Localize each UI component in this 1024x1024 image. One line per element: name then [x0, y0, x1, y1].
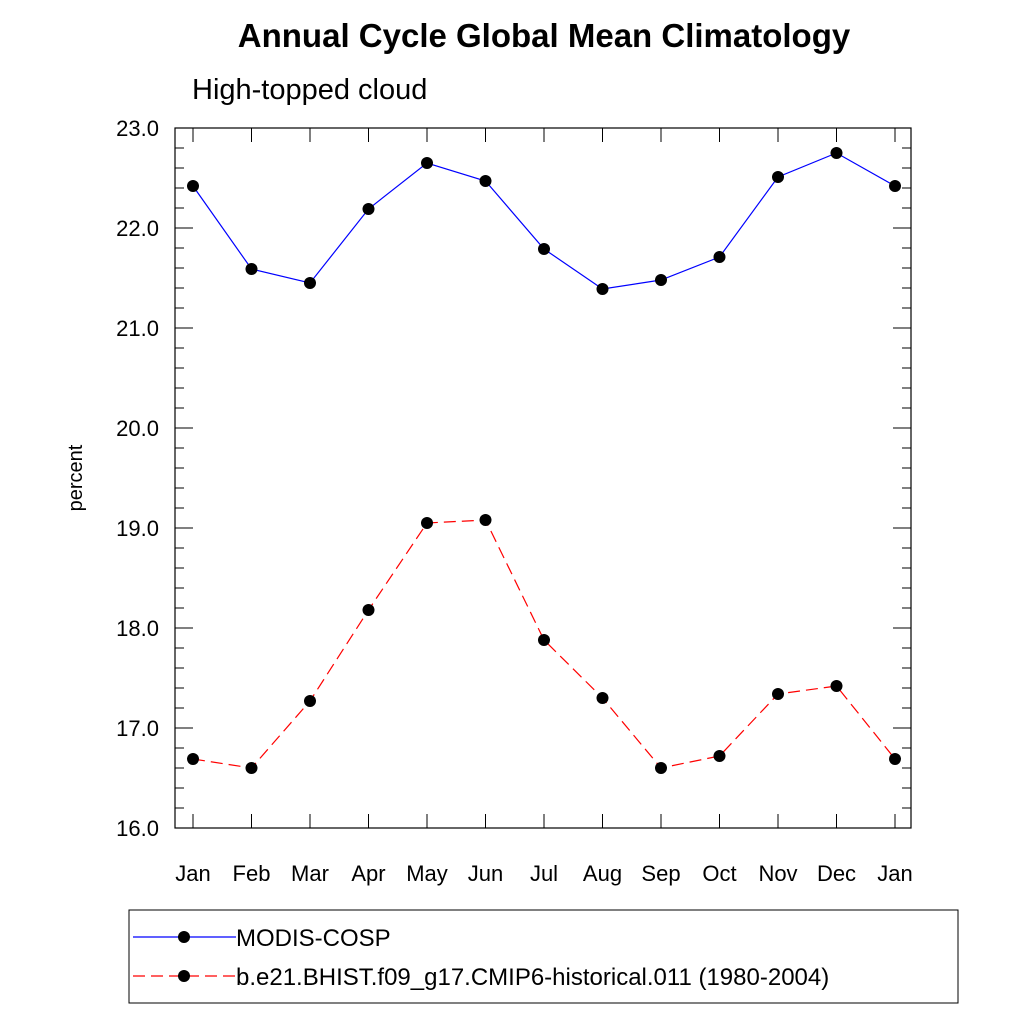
y-tick-label: 23.0	[116, 116, 159, 141]
data-point	[772, 171, 784, 183]
data-point	[713, 251, 726, 263]
y-tick-label: 20.0	[116, 416, 159, 441]
x-tick-label: Aug	[583, 861, 622, 886]
axis-ticks	[175, 127, 911, 829]
chart-subtitle: High-topped cloud	[192, 74, 427, 106]
y-tick-label: 16.0	[116, 816, 159, 841]
legend-entry-1: MODIS-COSP	[133, 925, 391, 952]
y-tick-label: 19.0	[116, 516, 159, 541]
legend: MODIS-COSP b.e21.BHIST.f09_g17.CMIP6-hist…	[128, 909, 959, 1004]
data-point	[362, 203, 375, 215]
x-tick-label: Apr	[351, 861, 385, 886]
legend-entries: MODIS-COSP b.e21.BHIST.f09_g17.CMIP6-hist…	[133, 925, 829, 991]
series-2	[187, 514, 901, 774]
x-tick-label: Jun	[468, 861, 503, 886]
y-tick-label: 17.0	[116, 716, 159, 741]
data-point	[421, 157, 433, 169]
y-tick-label: 22.0	[116, 216, 159, 241]
data-point	[538, 243, 550, 255]
x-tick-label: Jul	[530, 861, 558, 886]
data-point	[362, 604, 375, 616]
x-tick-label: Nov	[758, 861, 797, 886]
data-point	[187, 753, 199, 765]
data-point	[889, 753, 901, 765]
y-axis-label: percent	[65, 444, 87, 511]
data-point	[830, 680, 843, 692]
data-point	[479, 175, 492, 187]
data-point	[304, 277, 316, 289]
data-point	[772, 688, 784, 700]
chart-title: Annual Cycle Global Mean Climatology	[238, 17, 851, 54]
data-point	[655, 762, 667, 774]
x-tick-label: Oct	[702, 861, 736, 886]
x-tick-label: Dec	[817, 861, 856, 886]
data-point	[713, 750, 726, 762]
data-point	[596, 692, 609, 704]
data-point	[245, 762, 258, 774]
data-point	[596, 283, 609, 295]
legend-box	[128, 909, 959, 1004]
legend-entry-2: b.e21.BHIST.f09_g17.CMIP6-historical.011…	[133, 964, 829, 991]
legend-label: MODIS-COSP	[236, 925, 391, 952]
x-tick-label: Jan	[877, 861, 912, 886]
axis-tick-labels: Jan Feb Mar Apr May Jun Jul Aug Sep Oct Nov Dec Jan 1…	[116, 116, 913, 886]
x-tick-label: Feb	[233, 861, 271, 886]
data-point	[304, 695, 316, 707]
series-1	[187, 147, 901, 295]
data-point	[830, 147, 843, 159]
data-point	[421, 517, 433, 529]
legend-marker	[178, 931, 190, 943]
legend-marker	[178, 970, 190, 982]
y-tick-label: 21.0	[116, 316, 159, 341]
data-point	[889, 180, 901, 192]
y-tick-label: 18.0	[116, 616, 159, 641]
plot-frame	[174, 127, 912, 829]
x-tick-label: Mar	[291, 861, 329, 886]
data-point	[187, 180, 199, 192]
x-tick-label: Sep	[641, 861, 680, 886]
legend-label: b.e21.BHIST.f09_g17.CMIP6-historical.011…	[236, 964, 829, 991]
x-tick-label: May	[406, 861, 448, 886]
plot-series	[187, 147, 901, 774]
data-point	[245, 263, 258, 275]
data-point	[655, 274, 667, 286]
data-point	[479, 514, 492, 526]
x-tick-label: Jan	[175, 861, 210, 886]
data-point	[538, 634, 550, 646]
series-line	[192, 152, 896, 290]
